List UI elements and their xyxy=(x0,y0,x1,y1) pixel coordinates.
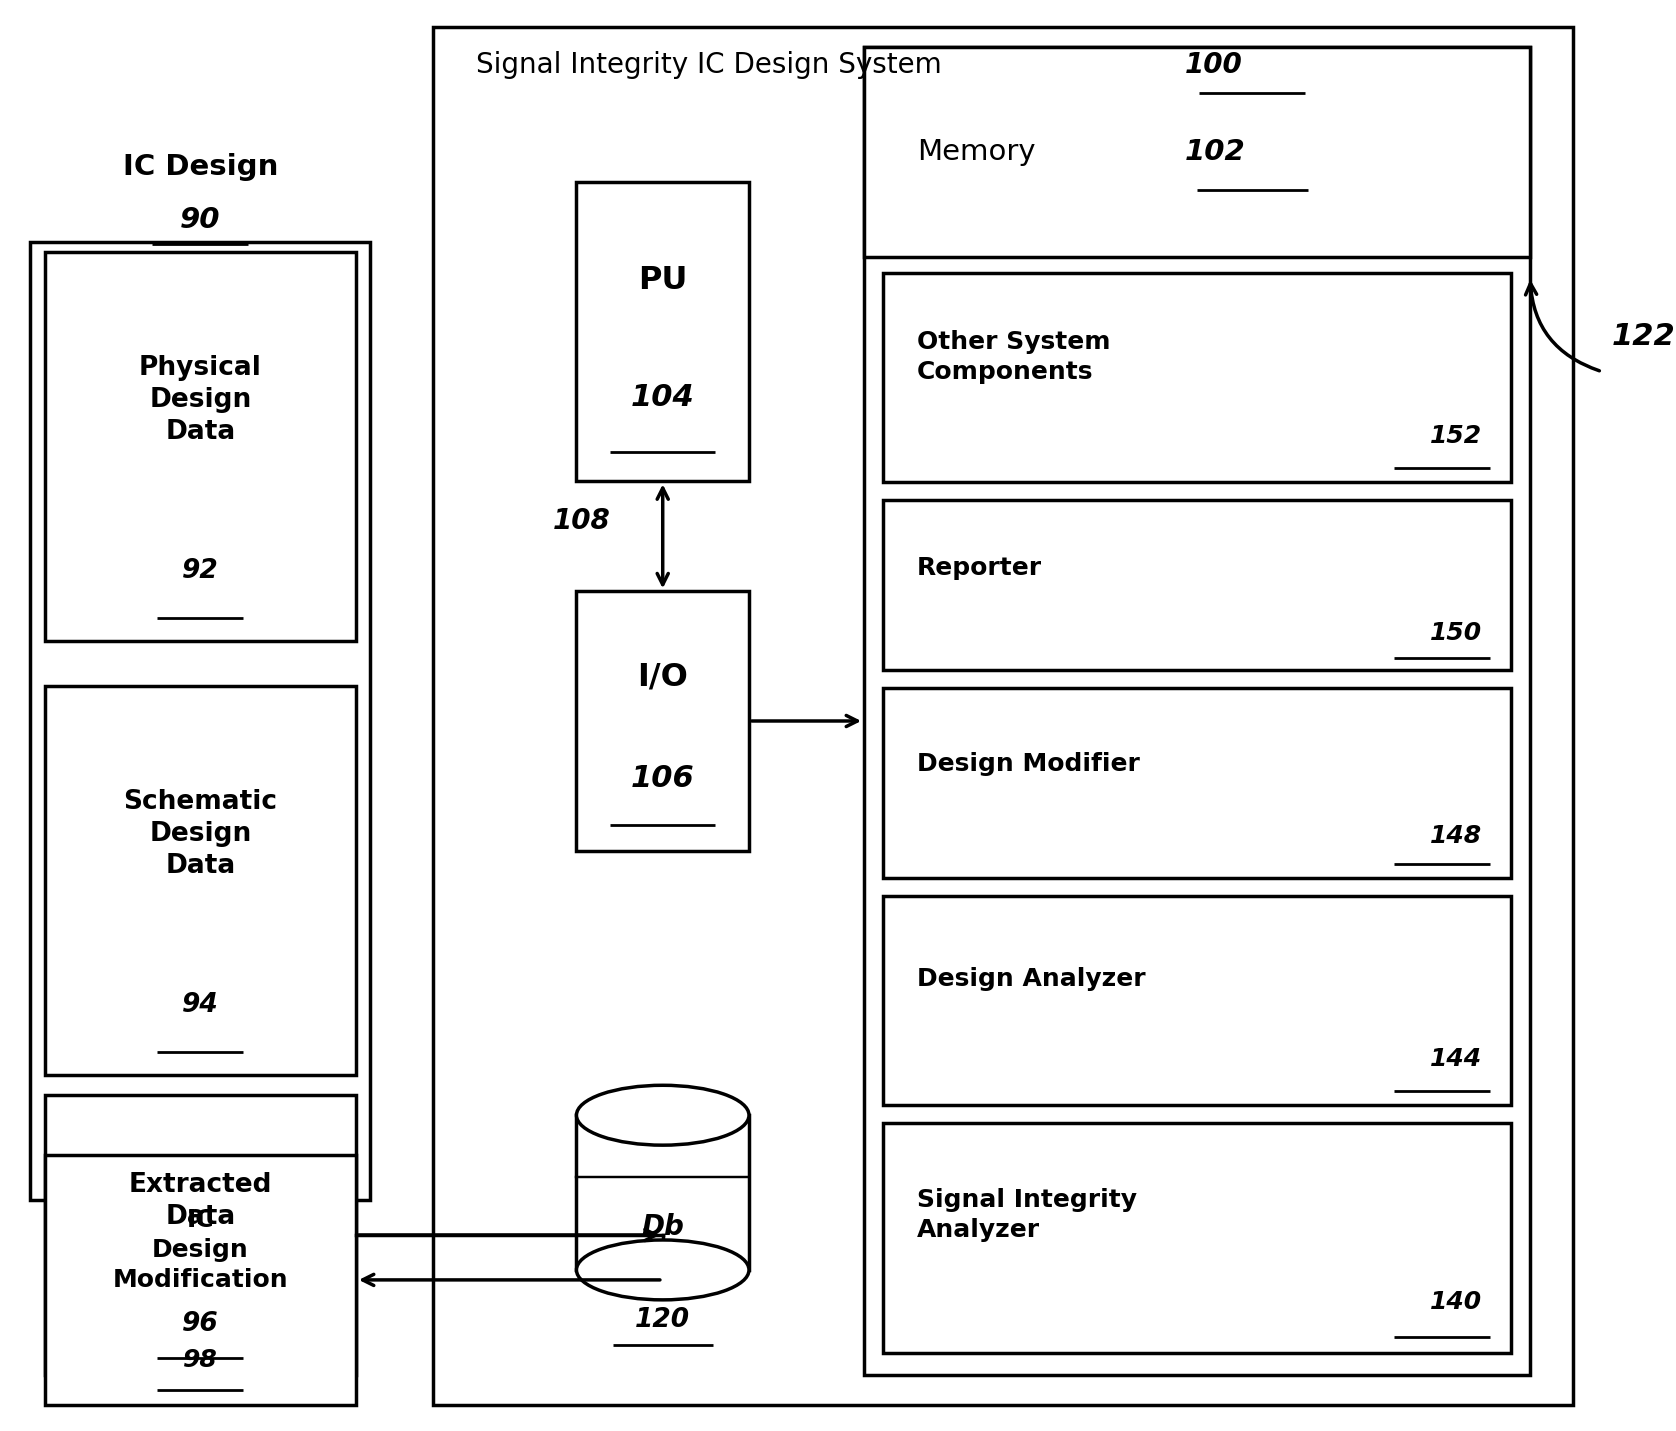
Text: Reporter: Reporter xyxy=(917,557,1042,581)
Bar xyxy=(865,47,1530,1375)
Bar xyxy=(577,182,749,481)
Bar xyxy=(883,1123,1512,1352)
Text: 106: 106 xyxy=(630,764,694,793)
Text: 140: 140 xyxy=(1430,1291,1482,1314)
Text: 98: 98 xyxy=(183,1348,218,1372)
Bar xyxy=(883,273,1512,482)
Bar xyxy=(865,47,1530,258)
Text: I/O: I/O xyxy=(637,661,689,693)
Text: 104: 104 xyxy=(630,384,694,412)
Bar xyxy=(432,27,1574,1405)
Bar xyxy=(30,242,370,1201)
Text: IC
Design
Modification: IC Design Modification xyxy=(112,1208,288,1292)
Text: Db: Db xyxy=(642,1212,684,1241)
Bar xyxy=(45,252,355,641)
Bar xyxy=(45,1155,355,1405)
Text: IC Design: IC Design xyxy=(122,153,278,182)
Text: 150: 150 xyxy=(1430,621,1482,645)
Bar xyxy=(883,501,1512,670)
Text: 96: 96 xyxy=(183,1311,218,1338)
Text: 100: 100 xyxy=(1185,52,1244,79)
Text: Extracted
Data: Extracted Data xyxy=(129,1172,272,1231)
Bar xyxy=(577,1115,749,1269)
Text: Design Analyzer: Design Analyzer xyxy=(917,967,1145,992)
Text: 152: 152 xyxy=(1430,425,1482,448)
Bar xyxy=(45,685,355,1075)
Bar xyxy=(45,1095,355,1375)
Text: 144: 144 xyxy=(1430,1047,1482,1072)
Bar xyxy=(883,688,1512,877)
Text: PU: PU xyxy=(639,265,687,296)
Text: 122: 122 xyxy=(1612,322,1676,351)
Ellipse shape xyxy=(577,1241,749,1299)
Text: Signal Integrity IC Design System: Signal Integrity IC Design System xyxy=(476,52,942,79)
Text: Other System
Components: Other System Components xyxy=(917,331,1110,384)
Bar xyxy=(577,591,749,851)
Text: 108: 108 xyxy=(553,508,610,535)
Text: 120: 120 xyxy=(635,1307,691,1332)
Text: 90: 90 xyxy=(179,206,221,233)
Text: Physical
Design
Data: Physical Design Data xyxy=(139,355,261,445)
Text: Design Modifier: Design Modifier xyxy=(917,751,1140,776)
Text: 102: 102 xyxy=(1185,139,1245,166)
Text: 94: 94 xyxy=(183,992,218,1019)
Text: Schematic
Design
Data: Schematic Design Data xyxy=(124,788,277,879)
Bar xyxy=(883,896,1512,1105)
Text: Signal Integrity
Analyzer: Signal Integrity Analyzer xyxy=(917,1188,1136,1242)
Text: 148: 148 xyxy=(1430,824,1482,849)
Text: Memory: Memory xyxy=(917,139,1036,166)
Ellipse shape xyxy=(577,1085,749,1145)
Text: 92: 92 xyxy=(183,558,218,584)
